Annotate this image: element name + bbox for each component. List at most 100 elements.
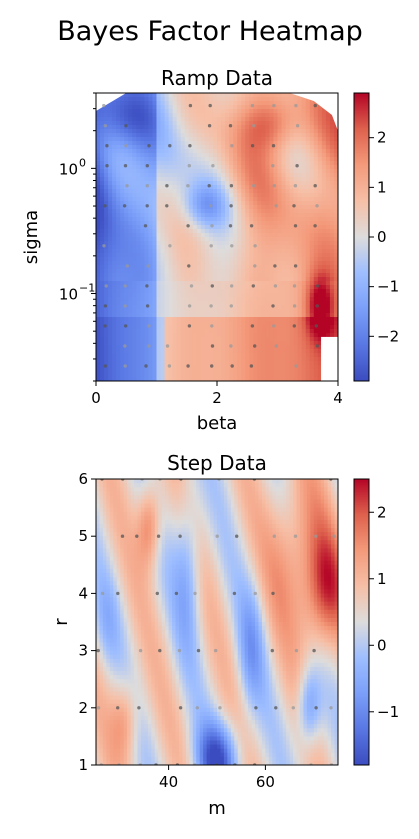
ramp-heatmap-cell	[120, 341, 125, 346]
ramp-heatmap-cell	[212, 341, 218, 346]
ramp-heatmap-cell	[96, 181, 101, 186]
ramp-sample-point	[123, 304, 127, 308]
ramp-heatmap-cell	[325, 225, 331, 230]
ramp-heatmap-cell	[305, 97, 311, 102]
ramp-heatmap-cell	[249, 261, 254, 266]
ramp-heatmap-cell	[273, 353, 279, 358]
ramp-heatmap-cell	[313, 189, 319, 194]
ramp-heatmap-cell	[128, 277, 133, 282]
ramp-sample-point	[165, 184, 169, 188]
ramp-heatmap-cell	[116, 245, 121, 250]
ramp-heatmap-cell	[225, 193, 230, 198]
ramp-heatmap-cell	[281, 153, 287, 158]
ramp-heatmap-cell	[217, 353, 222, 358]
ramp-heatmap-cell	[261, 193, 266, 198]
ramp-heatmap-cell	[257, 241, 262, 246]
ramp-sample-point	[103, 304, 108, 308]
step-heatmap-cell	[102, 560, 107, 566]
ramp-heatmap-cell	[96, 289, 101, 294]
ramp-heatmap-cell	[140, 93, 145, 98]
ramp-heatmap-cell	[257, 157, 262, 162]
ramp-heatmap-cell	[297, 285, 303, 290]
ramp-heatmap-cell	[241, 377, 246, 381]
ramp-heatmap-cell	[180, 205, 186, 210]
ramp-heatmap-cell	[309, 125, 315, 130]
ramp-heatmap-cell	[164, 173, 170, 178]
ramp-heatmap-cell	[229, 269, 234, 274]
ramp-heatmap-cell	[200, 257, 206, 262]
step-heatmap-cell	[99, 532, 104, 537]
ramp-heatmap-cell	[200, 337, 206, 342]
ramp-heatmap-cell	[305, 305, 311, 310]
step-heatmap-cell	[102, 483, 107, 488]
ramp-heatmap-cell	[317, 125, 323, 130]
ramp-heatmap-cell	[148, 281, 154, 286]
ramp-heatmap-cell	[285, 349, 291, 354]
ramp-heatmap-cell	[116, 277, 121, 282]
ramp-heatmap-cell	[160, 233, 166, 238]
ramp-heatmap-cell	[120, 177, 125, 182]
step-heatmap-cell	[106, 634, 111, 639]
ramp-heatmap-cell	[229, 353, 234, 358]
ramp-heatmap-cell	[176, 349, 182, 354]
ramp-heatmap-cell	[168, 309, 174, 314]
ramp-heatmap-cell	[160, 189, 166, 194]
ramp-heatmap-cell	[241, 137, 246, 142]
ramp-heatmap-cell	[144, 125, 150, 130]
ramp-heatmap-cell	[192, 149, 198, 154]
ramp-heatmap-cell	[313, 377, 319, 381]
ramp-heatmap-cell	[136, 369, 141, 374]
ramp-heatmap-cell	[317, 329, 323, 334]
ramp-heatmap-cell	[225, 353, 230, 358]
ramp-heatmap-cell	[208, 309, 214, 314]
ramp-heatmap-cell	[180, 105, 186, 110]
ramp-sample-point	[315, 344, 319, 348]
ramp-heatmap-cell	[120, 229, 125, 234]
step-heatmap-cell	[96, 523, 101, 529]
ramp-heatmap-cell	[257, 113, 262, 118]
ramp-heatmap-cell	[148, 181, 154, 186]
ramp-heatmap-cell	[144, 109, 150, 114]
ramp-heatmap-cell	[273, 193, 279, 198]
ramp-heatmap-cell	[168, 213, 174, 218]
ramp-heatmap-cell	[321, 205, 327, 210]
ramp-heatmap-cell	[200, 301, 206, 306]
ramp-heatmap-cell	[297, 309, 303, 314]
ramp-heatmap-cell	[204, 365, 210, 370]
step-heatmap-cell	[99, 752, 104, 758]
ramp-heatmap-cell	[192, 125, 198, 130]
ramp-heatmap-cell	[184, 133, 190, 138]
ramp-heatmap-cell	[261, 161, 266, 166]
ramp-heatmap-cell	[265, 277, 271, 282]
ramp-heatmap-cell	[309, 193, 315, 198]
step-heatmap-cell	[99, 499, 104, 505]
step-heatmap-cell	[109, 683, 114, 688]
ramp-heatmap-cell	[180, 301, 186, 306]
ramp-heatmap-cell	[140, 105, 145, 110]
ramp-heatmap-cell	[265, 257, 271, 262]
ramp-heatmap-cell	[217, 361, 222, 366]
ramp-heatmap-cell	[333, 261, 338, 266]
ramp-heatmap-cell	[285, 177, 291, 182]
ramp-heatmap-cell	[168, 277, 174, 282]
ramp-heatmap-cell	[148, 157, 154, 162]
ramp-heatmap-cell	[96, 377, 101, 381]
ramp-heatmap-cell	[245, 277, 250, 282]
ramp-heatmap-cell	[124, 369, 129, 374]
ramp-heatmap-cell	[112, 297, 117, 302]
ramp-heatmap-cell	[257, 173, 262, 178]
ramp-heatmap-cell	[329, 145, 335, 150]
ramp-heatmap-cell	[237, 161, 242, 166]
ramp-heatmap-cell	[116, 137, 121, 142]
ramp-heatmap-cell	[237, 169, 242, 174]
ramp-heatmap-cell	[96, 169, 101, 174]
step-heatmap-cell	[96, 568, 101, 574]
ramp-heatmap-cell	[253, 297, 258, 302]
ramp-heatmap-cell	[188, 365, 194, 370]
ramp-heatmap-cell	[116, 357, 121, 362]
ramp-heatmap-cell	[108, 117, 113, 122]
ramp-heatmap-cell	[120, 97, 125, 102]
ramp-heatmap-cell	[156, 333, 162, 338]
step-heatmap-cell	[99, 748, 104, 754]
ramp-heatmap-cell	[120, 153, 125, 158]
